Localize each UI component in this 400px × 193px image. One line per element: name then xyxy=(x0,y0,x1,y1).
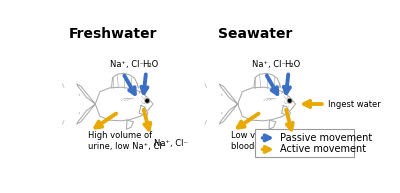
Polygon shape xyxy=(282,106,290,116)
Text: Low volume of
blood-isotonic urine: Low volume of blood-isotonic urine xyxy=(231,131,314,151)
Polygon shape xyxy=(269,120,276,129)
Text: H₂O: H₂O xyxy=(142,60,158,69)
Polygon shape xyxy=(77,84,95,104)
Text: Seawater: Seawater xyxy=(218,27,292,41)
Polygon shape xyxy=(77,104,95,124)
Polygon shape xyxy=(139,106,148,116)
Circle shape xyxy=(146,99,149,102)
Polygon shape xyxy=(219,84,238,104)
Circle shape xyxy=(288,99,291,102)
Polygon shape xyxy=(254,73,281,88)
Text: Passive movement: Passive movement xyxy=(280,133,372,143)
Polygon shape xyxy=(112,73,138,88)
Polygon shape xyxy=(126,120,133,129)
Text: Active movement: Active movement xyxy=(280,144,366,154)
Text: Na⁺, Cl⁻: Na⁺, Cl⁻ xyxy=(252,60,286,69)
Text: High volume of
urine, low Na⁺, Cl⁻: High volume of urine, low Na⁺, Cl⁻ xyxy=(88,131,166,151)
Text: Na⁺, Cl⁻: Na⁺, Cl⁻ xyxy=(154,139,188,148)
Polygon shape xyxy=(219,104,238,124)
Text: Ingest water: Ingest water xyxy=(328,100,380,108)
Circle shape xyxy=(145,98,150,103)
Text: Na⁺, Cl⁻: Na⁺, Cl⁻ xyxy=(296,139,330,148)
FancyBboxPatch shape xyxy=(255,130,354,157)
Text: H₂O: H₂O xyxy=(284,60,300,69)
Circle shape xyxy=(287,98,292,103)
Text: Freshwater: Freshwater xyxy=(68,27,157,41)
Text: Na⁺, Cl⁻: Na⁺, Cl⁻ xyxy=(110,60,144,69)
